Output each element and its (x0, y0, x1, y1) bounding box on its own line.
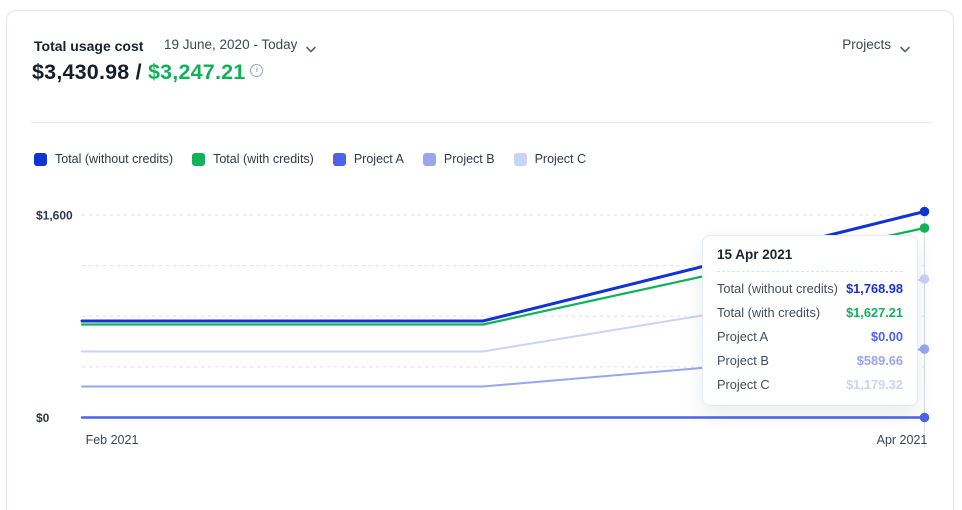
hover-dot-project-b (919, 344, 930, 354)
tooltip-row-label: Total (with credits) (717, 304, 821, 320)
tooltip-row-label: Project B (717, 352, 769, 368)
legend-item-project-b[interactable]: Project B (422, 152, 495, 166)
chevron-down-icon (306, 41, 317, 53)
legend-swatch-icon (422, 152, 436, 166)
x-axis-label: Feb 2021 (86, 433, 139, 447)
page-title: Total usage cost (34, 38, 144, 54)
tooltip-row-label: Total (without credits) (717, 280, 838, 296)
tooltip-row-value: $0.00 (870, 328, 903, 344)
chart-legend: Total (without credits) Total (with credi… (34, 152, 586, 166)
tooltip-row: Total (with credits) $1,627.21 (717, 300, 903, 324)
tooltip-row-value: $1,768.98 (846, 280, 903, 296)
date-range-dropdown[interactable]: 19 June, 2020 - Today (164, 37, 317, 53)
tooltip-row-label: Project A (717, 328, 769, 344)
tooltip-row: Project B $589.66 (717, 348, 903, 372)
legend-swatch-icon (34, 152, 47, 166)
tooltip-row-value: $1,627.21 (846, 304, 903, 320)
y-axis-label: $1,600 (36, 209, 73, 223)
tooltip-row-value: $589.66 (856, 352, 903, 368)
chart-tooltip: 15 Apr 2021 Total (without credits) $1,76… (702, 235, 918, 406)
y-axis-label: $0 (36, 411, 50, 425)
tooltip-divider (717, 271, 903, 272)
legend-item-total-without-credits[interactable]: Total (without credits) (34, 152, 173, 166)
tooltip-row: Project A $0.00 (717, 324, 903, 348)
tooltip-row: Project C $1,179.32 (717, 372, 903, 396)
amount-with-credits: $3,247.21 (147, 60, 246, 84)
legend-item-label: Project A (353, 152, 404, 166)
hover-dot-total-with-credits (919, 223, 930, 233)
amount-without-credits: $3,430.98 (32, 60, 130, 84)
tooltip-row: Total (without credits) $1,768.98 (717, 276, 903, 300)
legend-item-label: Project B (443, 152, 495, 166)
legend-swatch-icon (192, 152, 206, 166)
legend-item-project-c[interactable]: Project C (513, 152, 586, 166)
header-divider (30, 122, 932, 123)
legend-swatch-icon (332, 152, 346, 166)
x-axis-label: Apr 2021 (877, 433, 928, 447)
info-icon[interactable]: i (250, 64, 264, 77)
hover-dot-total-without-credits (919, 206, 930, 217)
tooltip-row-value: $1,179.32 (846, 376, 903, 392)
amount-separator: / (129, 60, 148, 84)
legend-item-label: Total (with credits) (213, 152, 314, 166)
chevron-down-icon (900, 41, 910, 53)
tooltip-date: 15 Apr 2021 (717, 247, 793, 262)
hover-dot-project-c (919, 274, 930, 284)
hover-dot-project-a (919, 412, 930, 423)
legend-item-label: Project C (534, 152, 586, 166)
total-usage-amount: $3,430.98 / $3,247.21 i (32, 60, 264, 85)
legend-item-label: Total (without credits) (55, 152, 174, 166)
projects-dropdown[interactable]: Projects (842, 37, 910, 53)
date-range-label: 19 June, 2020 - Today (164, 37, 298, 52)
projects-label: Projects (842, 37, 891, 52)
legend-item-project-a[interactable]: Project A (332, 152, 404, 166)
legend-item-total-with-credits[interactable]: Total (with credits) (192, 152, 314, 166)
tooltip-row-label: Project C (717, 376, 770, 392)
legend-swatch-icon (513, 152, 527, 166)
